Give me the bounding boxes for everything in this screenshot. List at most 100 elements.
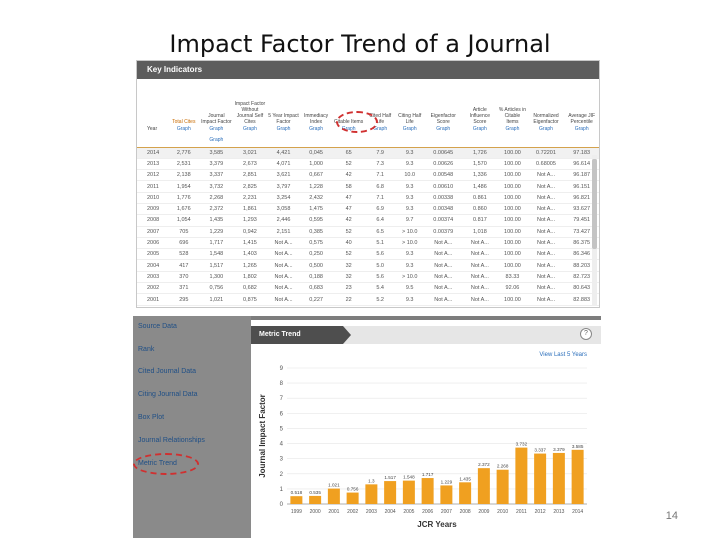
chart-bar <box>440 485 453 504</box>
table-row[interactable]: 2003 370 1,300 1,802 Not A... 0,188 32 5.6 > 10.… <box>137 271 599 284</box>
column-label: Eigenfactor Score <box>430 113 456 125</box>
table-row[interactable]: 2012 2,138 3,337 2,851 3,621 0,667 42 7.1 10.0 0.… <box>137 169 599 182</box>
table-cell: 0.68005 <box>527 158 565 171</box>
graph-link-row: Graph <box>137 133 599 148</box>
graph-link[interactable]: Graph <box>574 126 589 132</box>
table-cell: 7.3 <box>364 158 396 171</box>
x-tick-label: 2013 <box>553 509 564 515</box>
tab-metric-trend[interactable]: Metric Trend <box>251 326 351 344</box>
graph-link[interactable]: Graph <box>472 126 487 132</box>
table-cell: 1,676 <box>167 203 201 216</box>
side-menu: Source Data Rank Cited Journal Data Citi… <box>133 316 251 538</box>
table-row[interactable]: 2008 1,054 1,435 1,293 2,446 0,595 42 6.4 9.7 0.0… <box>137 214 599 227</box>
table-cell: 0.817 <box>462 214 498 227</box>
side-item-citing-journal-data[interactable]: Citing Journal Data <box>138 391 198 398</box>
table-cell: 42 <box>332 214 365 227</box>
table-scrollbar[interactable] <box>592 155 597 305</box>
table-cell: 0,683 <box>299 282 333 295</box>
table-row[interactable]: 2009 1,676 2,372 1,861 3,058 1,475 47 6.9 9.3 0.0… <box>137 203 599 216</box>
table-row[interactable]: 2011 1,954 3,732 2,825 3,797 1,228 58 6.8 9.3 0.0… <box>137 180 599 193</box>
column-header: Journal Impact Factor Graph <box>200 79 233 133</box>
graph-link[interactable]: Graph <box>373 126 388 132</box>
table-cell: Not A... <box>267 305 300 307</box>
table-cell: Not A... <box>527 214 565 227</box>
graph-link[interactable]: Graph <box>209 136 224 143</box>
column-label: Average JIF Percentile <box>568 113 596 125</box>
data-label: 3.732 <box>516 442 528 447</box>
data-label: 1.517 <box>384 475 396 480</box>
side-item-journal-relationships[interactable]: Journal Relationships <box>138 437 205 444</box>
graph-link[interactable]: Graph <box>539 126 553 132</box>
key-indicators-panel: Key Indicators Year Total Cites Graph Journ… <box>136 60 600 308</box>
x-tick-label: 2008 <box>460 509 471 515</box>
table-row[interactable]: 2013 2,531 3,379 2,673 4,071 1,000 52 7.3 9.3 0.0… <box>137 158 599 171</box>
table-cell: 1,475 <box>299 203 333 216</box>
chart-bar <box>496 469 509 504</box>
side-item-box-plot[interactable]: Box Plot <box>138 414 165 421</box>
table-row[interactable]: 2006 696 1,717 1,415 Not A... 0,575 40 5.1 > 10.… <box>137 237 599 250</box>
table-cell: Not A... <box>423 305 463 307</box>
table-cell: 2011 <box>137 180 168 193</box>
table-cell: 40 <box>332 237 365 250</box>
table-cell: 0,227 <box>299 293 333 306</box>
table-cell: 0,682 <box>232 282 268 295</box>
table-row[interactable]: 2014 2,776 3,585 3,021 4,421 0,045 65 7.9 9.3 0.0… <box>137 147 599 159</box>
table-cell: 10.0 <box>395 169 424 182</box>
table-cell <box>497 133 528 148</box>
table-cell: 9.3 <box>395 192 424 204</box>
x-tick-label: 2006 <box>422 509 433 515</box>
view-last-5-years-link[interactable]: View Last 5 Years <box>539 352 587 358</box>
table-cell: 1,018 <box>462 226 498 238</box>
scrollbar-thumb[interactable] <box>592 159 597 249</box>
table-cell: 0,250 <box>299 248 333 261</box>
help-icon[interactable]: ? <box>580 328 592 340</box>
table-cell: 3,621 <box>267 169 300 182</box>
table-row[interactable]: 2004 417 1,517 1,265 Not A... 0,500 32 5.0 9.3 No… <box>137 259 599 272</box>
data-label: 1.229 <box>441 479 453 484</box>
table-cell: 100.00 <box>497 293 528 306</box>
table-cell: Not A... <box>423 282 463 295</box>
table-cell: 1,726 <box>462 147 498 159</box>
graph-link[interactable]: Graph <box>209 126 224 132</box>
graph-link[interactable]: Graph <box>242 126 257 132</box>
table-row[interactable]: 2002 371 0,756 0,682 Not A... 0,683 23 5.4 9.5 No… <box>137 282 599 295</box>
data-label: 2.268 <box>497 464 509 469</box>
table-cell: 82.883 <box>564 293 599 306</box>
table-cell: 6.8 <box>364 180 396 193</box>
side-item-source-data[interactable]: Source Data <box>138 323 177 330</box>
table-cell: 1,229 <box>200 226 233 238</box>
table-cell: 0,378 <box>299 305 333 307</box>
graph-link[interactable]: Graph <box>309 126 324 132</box>
graph-link[interactable]: Graph <box>436 126 451 132</box>
table-cell: 0.00374 <box>423 214 463 227</box>
column-label: Normalized Eigenfactor <box>533 113 559 125</box>
table-cell: Not A... <box>527 271 565 284</box>
table-cell: Not A... <box>527 203 565 216</box>
table-cell: 2,851 <box>232 169 268 182</box>
table-cell: 93.627 <box>564 203 599 216</box>
table-row[interactable]: 2007 705 1,229 0,942 2,151 0,385 52 6.5 > 10.0 0.… <box>137 226 599 238</box>
table-row[interactable]: 2001 295 1,021 0,875 Not A... 0,227 22 5.2 9.3 No… <box>137 293 599 306</box>
graph-link[interactable]: Graph <box>176 126 191 132</box>
side-item-cited-journal-data[interactable]: Cited Journal Data <box>138 368 196 375</box>
y-tick-label: 6 <box>280 411 284 417</box>
table-cell: Not A... <box>462 271 498 284</box>
graph-link[interactable]: Graph <box>276 126 291 132</box>
table-row[interactable]: 2005 528 1,548 1,403 Not A... 0,250 52 5.6 9.3 No… <box>137 248 599 261</box>
graph-link[interactable]: Graph <box>505 126 520 132</box>
data-label: 3.379 <box>553 447 565 452</box>
side-item-rank[interactable]: Rank <box>138 346 155 353</box>
x-tick-label: 2001 <box>328 509 339 515</box>
table-cell: 100.00 <box>497 237 528 250</box>
table-cell: 2,138 <box>167 169 201 182</box>
table-cell: 3,732 <box>200 180 233 193</box>
table-row[interactable]: 19992740,5180,677Not A...0,378235.68.5No… <box>137 305 599 307</box>
graph-link[interactable]: Graph <box>402 126 417 132</box>
table-cell: Not A... <box>423 237 463 250</box>
column-header: Normalized Eigenfactor Graph <box>528 79 565 133</box>
table-cell: Not A... <box>527 282 565 295</box>
table-cell <box>364 133 396 148</box>
table-cell: 96.821 <box>564 192 599 204</box>
table-row[interactable]: 2010 1,776 2,268 2,231 3,254 2,432 47 7.1 9.3 0.0… <box>137 192 599 204</box>
table-cell: 86.375 <box>564 237 599 250</box>
